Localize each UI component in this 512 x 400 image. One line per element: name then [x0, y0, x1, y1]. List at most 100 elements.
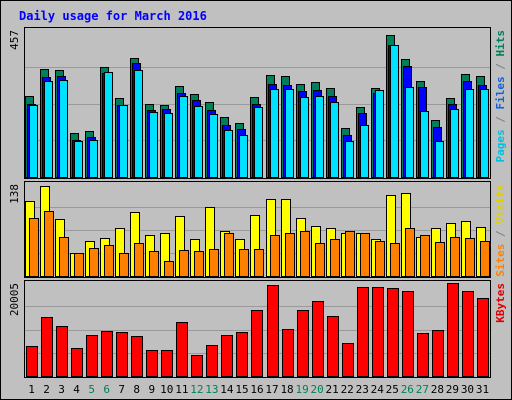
kbytes-panel-bar-kbytes-day-23 — [357, 287, 369, 377]
visits-panel-bar-sites-day-30 — [465, 238, 475, 277]
visits-panel-bar-sites-day-24 — [375, 241, 385, 277]
x-tick-label-day-29: 29 — [446, 383, 459, 396]
kbytes-panel-bar-kbytes-day-18 — [282, 329, 294, 377]
x-tick-label-day-2: 2 — [43, 383, 50, 396]
visits-panel-bar-sites-day-18 — [285, 233, 295, 277]
visits-panel-bar-sites-day-7 — [119, 253, 129, 277]
hits-panel-bar-pages-day-12 — [194, 106, 203, 178]
x-tick-label-day-6: 6 — [103, 383, 110, 396]
x-tick-label-day-11: 11 — [175, 383, 188, 396]
hits-panel-bar-pages-day-20 — [315, 96, 324, 178]
visits-panel-bar-sites-day-26 — [405, 228, 415, 277]
visits-panel-bar-sites-day-1 — [29, 218, 39, 277]
visits-panel-bar-sites-day-4 — [74, 253, 84, 277]
hits-panel-bar-pages-day-29 — [450, 109, 459, 178]
hits-panel-bar-pages-day-25 — [390, 45, 399, 178]
x-tick-label-day-10: 10 — [160, 383, 173, 396]
x-tick-label-day-7: 7 — [118, 383, 125, 396]
hits-panel-bar-pages-day-17 — [270, 89, 279, 178]
hits-panel-bar-pages-day-2 — [44, 81, 53, 178]
visits-panel-bar-sites-day-20 — [315, 243, 325, 277]
kbytes-panel-bar-kbytes-day-24 — [372, 287, 384, 377]
x-tick-label-day-22: 22 — [341, 383, 354, 396]
hits-panel-legend-part-5: Hits — [494, 30, 507, 57]
hits-panel-bar-pages-day-5 — [89, 140, 98, 178]
hits-panel-legend-part-2: / — [494, 110, 507, 130]
kbytes-panel-bar-kbytes-day-16 — [251, 310, 263, 377]
kbytes-panel-bar-kbytes-day-9 — [146, 350, 158, 377]
visits-panel-bar-sites-day-15 — [239, 249, 249, 277]
x-tick-label-day-12: 12 — [190, 383, 203, 396]
kbytes-panel-bar-kbytes-day-31 — [477, 298, 489, 377]
visits-panel-legend-part-2: / — [494, 224, 507, 244]
visits-panel-max-label: 138 — [8, 184, 21, 204]
visits-panel-bar-sites-day-9 — [149, 251, 159, 277]
hits-panel-bar-pages-day-10 — [164, 113, 173, 178]
kbytes-panel-bar-kbytes-day-25 — [387, 288, 399, 377]
x-tick-label-day-25: 25 — [386, 383, 399, 396]
kbytes-panel-legend-label: KBytes — [494, 283, 507, 323]
x-axis-labels: 1 2 3 4 5 6 7 8 9 10 11 12 13 14 15 16 17 18 19 20 21 22 23 24 2… — [28, 383, 489, 396]
hits-panel-bar-pages-day-14 — [224, 130, 233, 178]
kbytes-panel-legend-part-1: KBytes — [494, 283, 507, 323]
x-tick-label-day-18: 18 — [280, 383, 293, 396]
kbytes-panel-bar-kbytes-day-27 — [417, 333, 429, 377]
x-tick-label-day-21: 21 — [326, 383, 339, 396]
visits-panel-bar-sites-day-14 — [224, 233, 234, 277]
panels-layer: 457 Pages / Files / Hits 138 Sites / Visits… — [8, 27, 507, 378]
hits-panel-bar-pages-day-22 — [345, 141, 354, 178]
kbytes-panel-bar-kbytes-day-19 — [297, 310, 309, 377]
visits-panel-bar-sites-day-2 — [44, 211, 54, 277]
visits-panel-bar-sites-day-27 — [420, 235, 430, 277]
visits-panel-bar-sites-day-16 — [254, 249, 264, 277]
visits-panel-legend-part-3: Visits — [494, 184, 507, 224]
kbytes-panel-bar-kbytes-day-10 — [161, 350, 173, 377]
hits-panel-bar-pages-day-15 — [239, 135, 248, 178]
visits-panel-bar-sites-day-29 — [450, 237, 460, 277]
kbytes-panel-bar-kbytes-day-29 — [447, 283, 459, 377]
visits-panel-bar-sites-day-3 — [59, 237, 69, 277]
x-tick-label-day-16: 16 — [250, 383, 263, 396]
hits-panel-bar-pages-day-3 — [59, 80, 68, 178]
visits-panel-bar-sites-day-11 — [179, 250, 189, 277]
hits-panel-bar-pages-day-13 — [209, 114, 218, 178]
hits-panel-bar-pages-day-6 — [104, 72, 113, 178]
hits-panel-legend-part-1: Pages — [494, 129, 507, 162]
visits-panel-bar-sites-day-19 — [300, 231, 310, 277]
hits-panel-bar-pages-day-4 — [74, 141, 83, 178]
kbytes-panel-bar-kbytes-day-8 — [131, 336, 143, 377]
hits-panel-bar-pages-day-8 — [134, 70, 143, 178]
hits-panel-bar-pages-day-31 — [480, 89, 489, 178]
hits-panel-max-label: 457 — [8, 30, 21, 50]
kbytes-panel-bar-kbytes-day-2 — [41, 317, 53, 377]
kbytes-panel-bar-kbytes-day-17 — [267, 285, 279, 377]
hits-panel-bar-pages-day-28 — [435, 141, 444, 178]
visits-panel-bar-sites-day-13 — [209, 249, 219, 277]
x-tick-label-day-27: 27 — [416, 383, 429, 396]
x-tick-label-day-28: 28 — [431, 383, 444, 396]
visits-panel-bar-sites-day-17 — [270, 235, 280, 277]
kbytes-panel-series-kbytes — [26, 283, 489, 377]
hits-panel-bar-pages-day-23 — [360, 125, 369, 178]
hits-panel-bar-pages-day-1 — [29, 105, 38, 178]
visits-panel-bar-sites-day-12 — [194, 251, 204, 277]
visits-panel-bar-sites-day-21 — [330, 239, 340, 277]
x-tick-label-day-31: 31 — [476, 383, 489, 396]
kbytes-panel-bar-kbytes-day-21 — [327, 316, 339, 377]
hits-panel-legend-part-3: Files — [494, 76, 507, 109]
x-tick-label-day-8: 8 — [133, 383, 140, 396]
hits-panel-bar-pages-day-26 — [405, 87, 414, 178]
chart-title: Daily usage for March 2016 — [19, 9, 207, 23]
x-tick-label-day-26: 26 — [401, 383, 414, 396]
visits-panel-bar-sites-day-5 — [89, 248, 99, 277]
hits-panel-legend-label: Pages / Files / Hits — [494, 30, 507, 163]
x-tick-label-day-13: 13 — [205, 383, 218, 396]
kbytes-panel-bar-kbytes-day-20 — [312, 301, 324, 377]
hits-panel-bar-pages-day-27 — [420, 111, 429, 178]
visits-panel-bar-sites-day-6 — [104, 245, 114, 277]
x-tick-label-day-4: 4 — [73, 383, 80, 396]
visits-panel-bar-sites-day-10 — [164, 261, 174, 277]
hits-panel-bar-pages-day-24 — [375, 90, 384, 178]
x-tick-label-day-14: 14 — [220, 383, 234, 396]
